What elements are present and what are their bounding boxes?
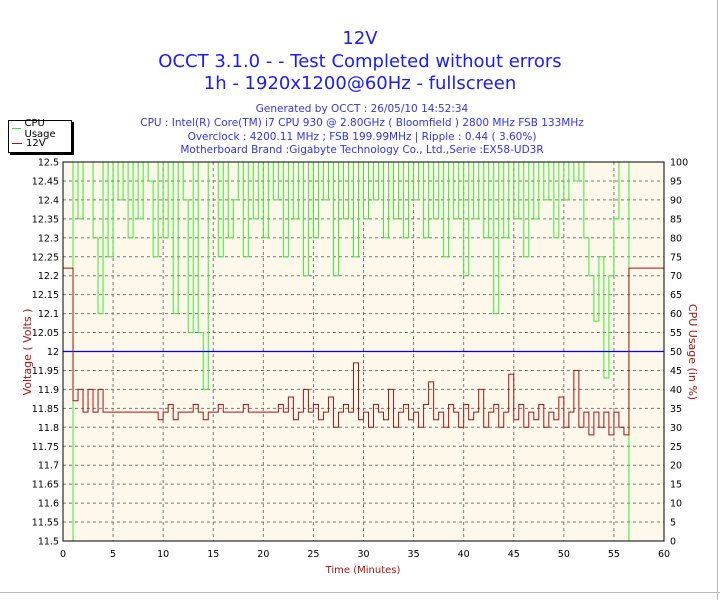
y-tick-label: 11.95: [32, 366, 59, 377]
y-tick-label: 11.7: [38, 461, 59, 472]
x-tick-label: 25: [307, 549, 319, 560]
y-tick-label: 11.8: [38, 423, 59, 434]
y2-tick-label: 65: [670, 290, 682, 301]
legend-swatch-cpu: [12, 128, 21, 129]
x-tick-label: 10: [157, 549, 169, 560]
y-tick-label: 12.05: [32, 328, 59, 339]
y-tick-label: 12.35: [32, 214, 59, 225]
x-tick-label: 30: [357, 549, 369, 560]
y-tick-label: 12: [47, 347, 59, 358]
y2-tick-label: 85: [670, 214, 682, 225]
x-tick-label: 55: [608, 549, 620, 560]
y-tick-label: 11.9: [38, 385, 59, 396]
y2-tick-label: 50: [670, 347, 682, 358]
tick-labels: 11.5 11.55 11.6 11.65 11.7 11.75 11.8 11.85 11.9…: [32, 158, 688, 561]
y2-tick-label: 100: [670, 158, 688, 169]
legend: CPU Usage 12V: [8, 118, 72, 153]
legend-swatch-12v: [12, 143, 22, 144]
y2-tick-label: 30: [670, 423, 682, 434]
y-tick-label: 12.3: [38, 233, 59, 244]
window-border: [717, 0, 718, 600]
y-tick-label: 11.75: [32, 442, 59, 453]
y2-tick-label: 70: [670, 271, 682, 282]
x-tick-label: 40: [458, 549, 470, 560]
chart-subtitle-status: OCCT 3.1.0 - - Test Completed without er…: [158, 51, 562, 72]
plot-frame: [62, 161, 665, 542]
y2-tick-label: 55: [670, 328, 682, 339]
y2-tick-label: 35: [670, 404, 682, 415]
chart-subtitle-test: 1h - 1920x1200@60Hz - fullscreen: [203, 73, 517, 94]
x-axis-label: Time (Minutes): [325, 565, 401, 576]
y2-tick-label: 75: [670, 252, 682, 263]
x-tick-label: 0: [60, 549, 66, 560]
y2-tick-label: 45: [670, 366, 682, 377]
y-tick-label: 12.4: [38, 195, 59, 206]
info-generated: Generated by OCCT : 26/05/10 14:52:34: [255, 103, 469, 115]
legend-item-cpu: CPU Usage: [9, 118, 71, 140]
x-tick-label: 35: [408, 549, 420, 560]
y2-axis-label: CPU Usage (in %): [686, 304, 699, 400]
y-tick-label: 12.5: [38, 158, 59, 169]
y2-tick-label: 40: [670, 385, 682, 396]
y2-tick-label: 25: [670, 442, 682, 453]
x-tick-label: 50: [558, 549, 570, 560]
info-overclock: Overclock : 4200.11 MHz ; FSB 199.99MHz …: [187, 131, 537, 143]
legend-label-cpu: CPU Usage: [24, 117, 56, 140]
y2-tick-label: 15: [670, 480, 682, 491]
info-motherboard: Motherboard Brand :Gigabyte Technology C…: [180, 144, 544, 156]
y-tick-label: 12.1: [38, 309, 59, 320]
y2-tick-label: 20: [670, 461, 682, 472]
y-tick-label: 11.65: [32, 480, 59, 491]
series-line-cpu-usage: [63, 161, 664, 542]
y2-tick-label: 10: [670, 499, 682, 510]
legend-label-12v: 12V: [26, 138, 46, 149]
y-tick-label: 12.45: [32, 176, 59, 187]
y2-tick-label: 95: [670, 176, 682, 187]
y-tick-label: 11.85: [32, 404, 59, 415]
x-tick-label: 60: [658, 549, 670, 560]
y-tick-label: 12.25: [32, 252, 59, 263]
y-tick-label: 11.5: [38, 537, 59, 548]
x-tick-label: 15: [207, 549, 219, 560]
y2-tick-label: 0: [670, 537, 676, 548]
series-line-12v: [63, 267, 664, 436]
y-tick-label: 11.6: [38, 499, 59, 510]
y2-tick-label: 60: [670, 309, 682, 320]
y2-tick-label: 90: [670, 195, 682, 206]
y-axis-label: Voltage ( Volts ): [21, 309, 34, 396]
info-cpu: CPU : Intel(R) Core(TM) i7 CPU 930 @ 2.8…: [140, 117, 584, 129]
y-tick-label: 12.15: [32, 290, 59, 301]
y-tick-label: 11.55: [32, 518, 59, 529]
x-tick-label: 20: [257, 549, 269, 560]
legend-item-12v: 12V: [9, 136, 71, 151]
y-tick-label: 12.2: [38, 271, 59, 282]
y2-tick-label: 5: [670, 518, 676, 529]
x-tick-label: 5: [110, 549, 116, 560]
y2-tick-label: 80: [670, 233, 682, 244]
chart-title: 12V: [342, 28, 378, 49]
x-tick-label: 45: [508, 549, 520, 560]
bottom-border: [0, 592, 720, 593]
